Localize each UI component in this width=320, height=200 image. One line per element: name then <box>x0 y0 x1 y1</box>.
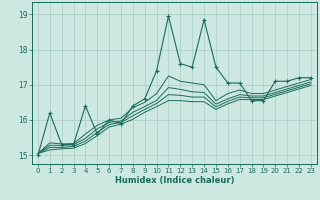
X-axis label: Humidex (Indice chaleur): Humidex (Indice chaleur) <box>115 176 234 185</box>
